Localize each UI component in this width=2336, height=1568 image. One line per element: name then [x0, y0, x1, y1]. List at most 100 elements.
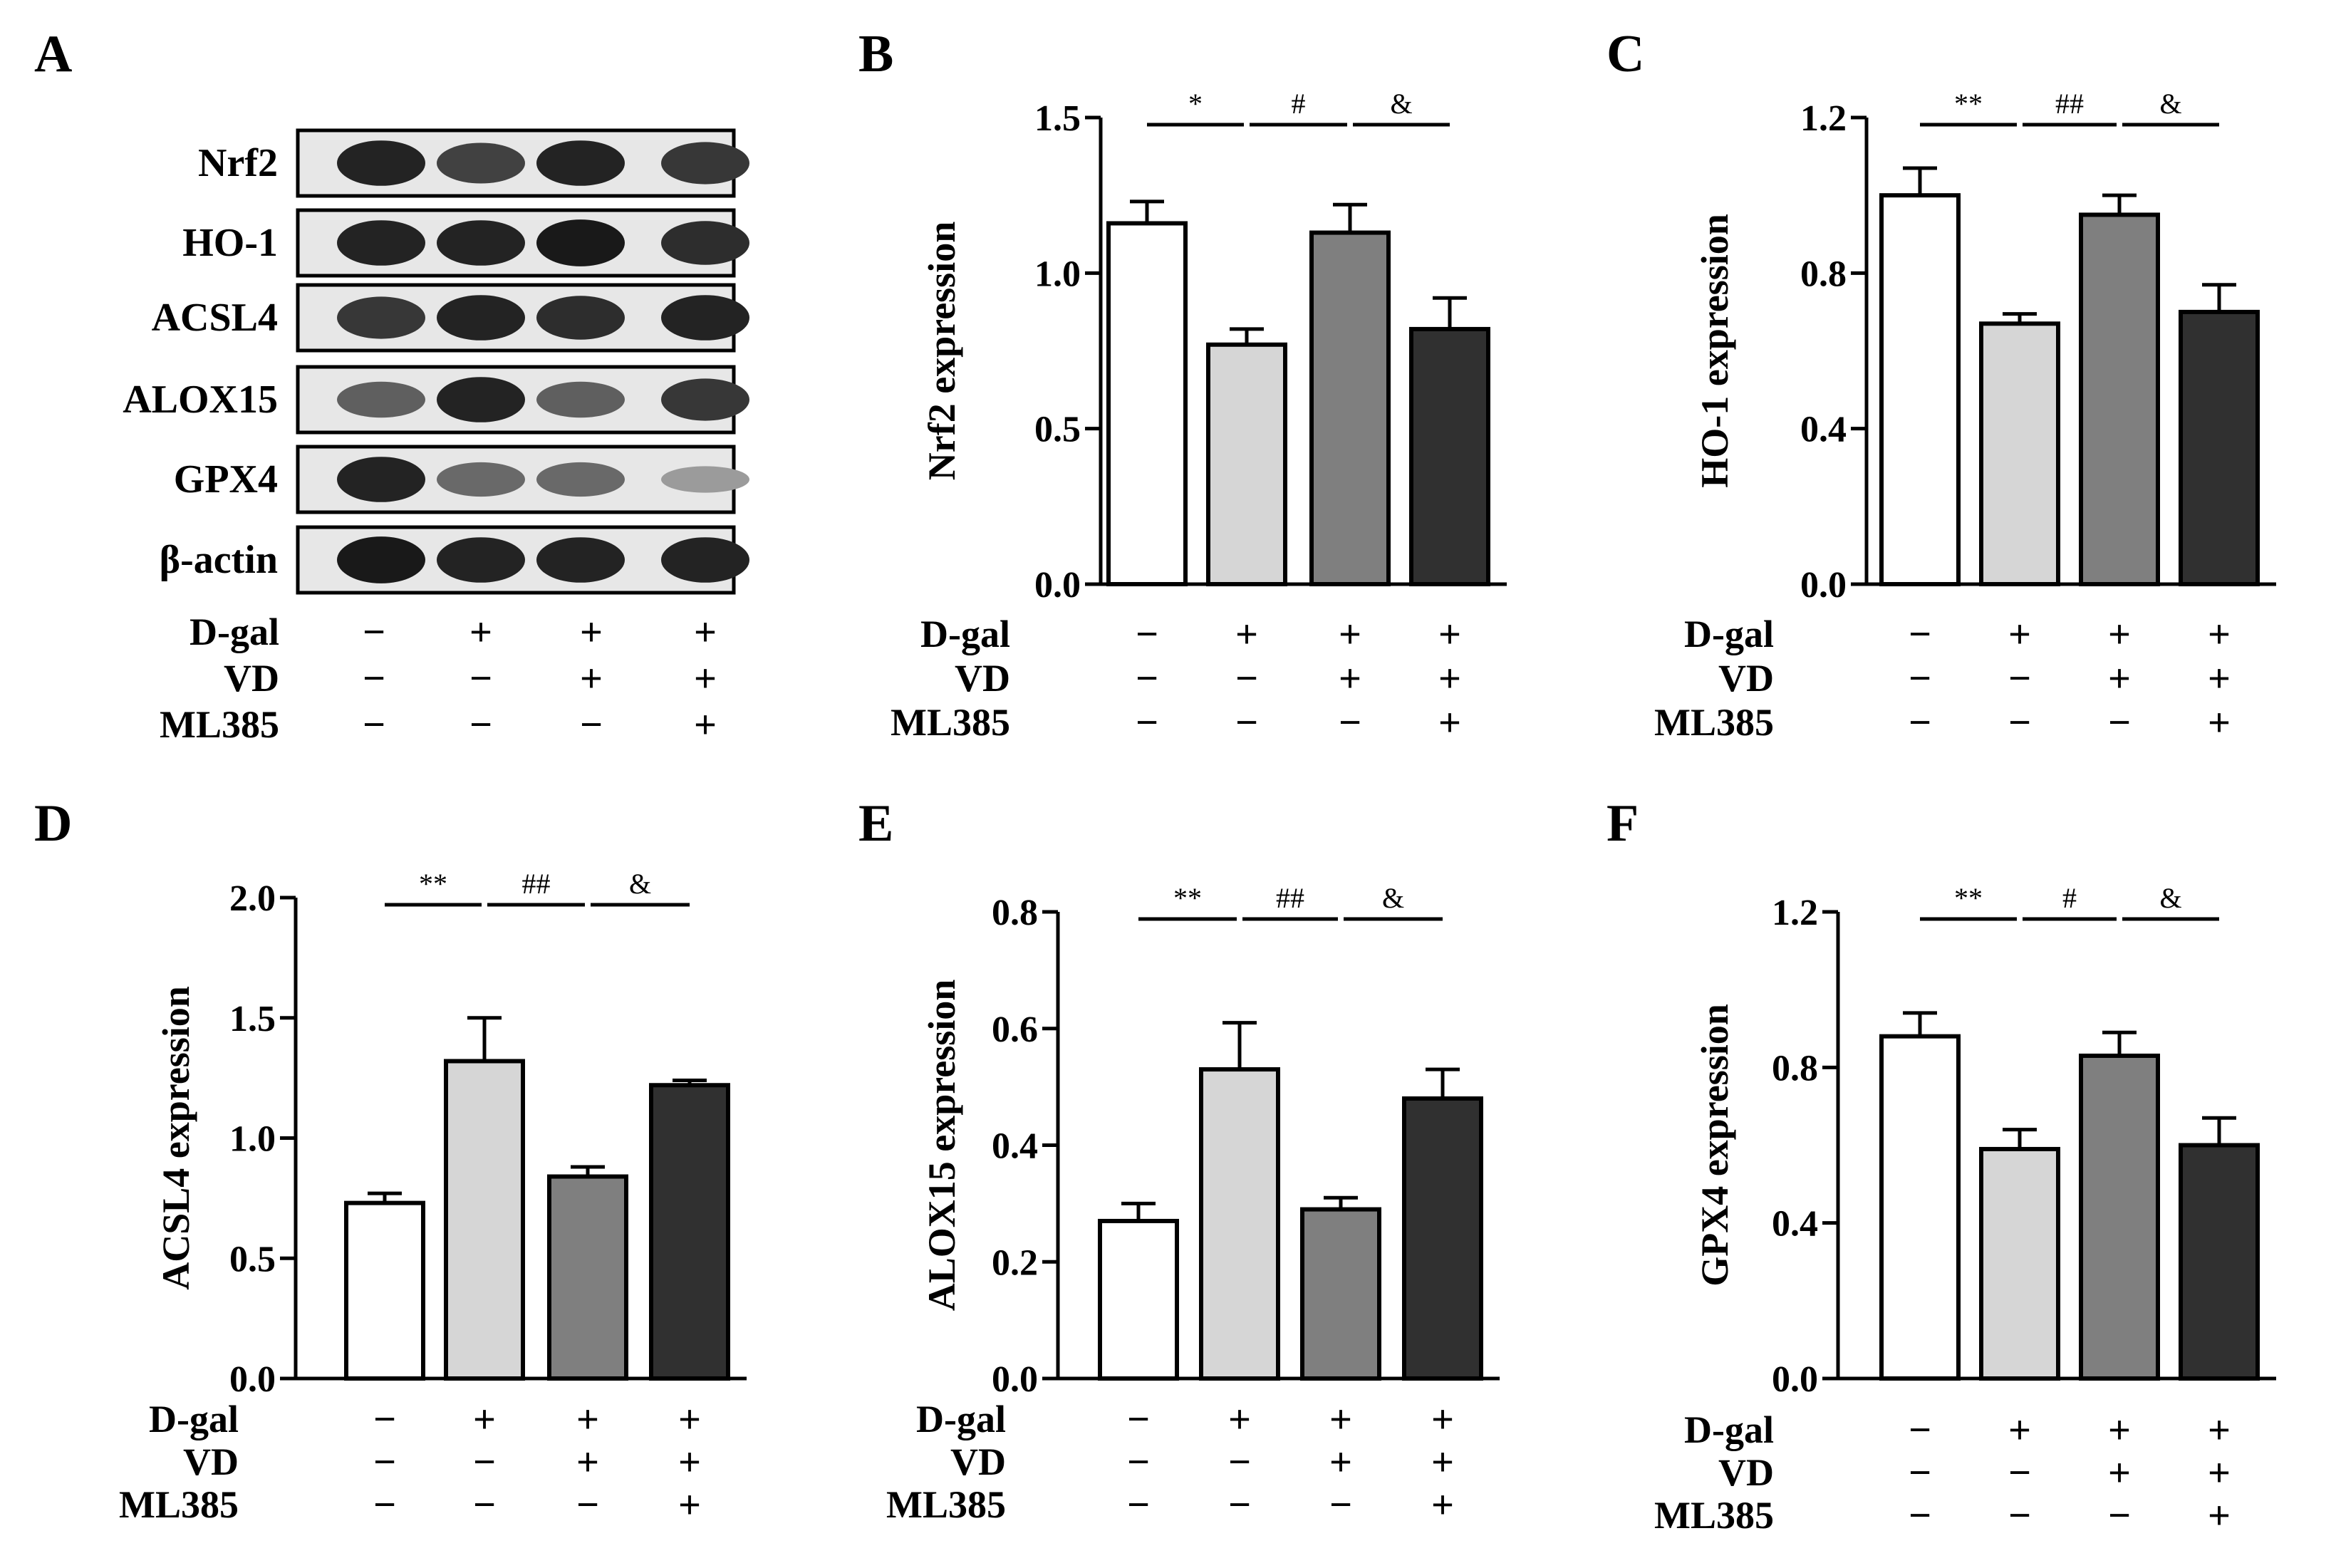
- y-tick-label: 1.2: [1772, 893, 1818, 933]
- condition-label: VD: [955, 657, 1010, 700]
- condition-sign: +: [2208, 1451, 2231, 1494]
- condition-sign: −: [469, 657, 492, 700]
- significance-mark: ##: [2055, 88, 2084, 120]
- condition-sign: −: [1909, 1408, 1931, 1451]
- y-tick-label: 0.2: [992, 1242, 1038, 1283]
- significance-mark: #: [1292, 88, 1306, 120]
- condition-label: VD: [1718, 657, 1774, 700]
- blot-band: [661, 466, 749, 493]
- blot-band: [437, 537, 525, 583]
- significance-mark: **: [1954, 882, 1983, 914]
- blot-band: [337, 536, 425, 583]
- blot-band: [661, 295, 749, 341]
- condition-sign: −: [473, 1440, 496, 1483]
- condition-sign: −: [1235, 657, 1258, 700]
- condition-label: VD: [183, 1440, 239, 1483]
- y-tick-label: 2.0: [229, 878, 276, 919]
- condition-label: D-gal: [149, 1398, 239, 1440]
- blot-label: ALOX15: [123, 378, 278, 422]
- condition-sign: +: [1339, 613, 1361, 655]
- condition-label: VD: [950, 1440, 1006, 1483]
- condition-sign: +: [2108, 1408, 2131, 1451]
- condition-label: D-gal: [1684, 1408, 1774, 1451]
- panel-d: D 0.0 0.5 1.0 1.5 2.0 ACSL4 expression ** ## & D-…: [34, 794, 747, 1526]
- blot-label: HO-1: [182, 221, 278, 265]
- blot-band: [661, 221, 749, 265]
- condition-sign: −: [1909, 1451, 1931, 1494]
- blot-band: [661, 142, 749, 185]
- blot-label: GPX4: [174, 457, 278, 502]
- blot-band: [437, 295, 525, 341]
- panel-letter-d: D: [34, 794, 72, 853]
- bar: [547, 1174, 628, 1381]
- significance-mark: &: [1390, 88, 1412, 120]
- condition-sign: −: [2008, 1451, 2031, 1494]
- condition-sign: +: [1431, 1398, 1454, 1440]
- condition-sign: −: [1127, 1398, 1150, 1440]
- bar: [1402, 1096, 1483, 1381]
- condition-sign: −: [469, 703, 492, 746]
- blot-band: [536, 381, 625, 418]
- significance-mark: **: [1954, 88, 1983, 120]
- condition-sign: −: [363, 611, 385, 653]
- bar: [2079, 1053, 2160, 1381]
- blot-band: [337, 296, 425, 339]
- condition-sign: +: [1438, 613, 1461, 655]
- y-tick-label: 1.0: [229, 1119, 276, 1160]
- significance-mark: &: [1382, 882, 1404, 914]
- blot-band: [536, 219, 625, 266]
- condition-label: D-gal: [916, 1398, 1006, 1440]
- y-tick-label: 0.8: [1800, 254, 1847, 294]
- blot-band: [536, 296, 625, 340]
- condition-sign: −: [2108, 701, 2131, 744]
- condition-sign: +: [2108, 1451, 2131, 1494]
- condition-sign: +: [1438, 657, 1461, 700]
- condition-sign: +: [576, 1440, 599, 1483]
- panel-letter-b: B: [858, 25, 893, 83]
- condition-sign: +: [694, 703, 717, 746]
- condition-sign: +: [1431, 1483, 1454, 1526]
- condition-label: VD: [1718, 1451, 1774, 1494]
- significance-mark: &: [2159, 882, 2181, 914]
- condition-sign: +: [1339, 657, 1361, 700]
- significance-mark: &: [2159, 88, 2181, 120]
- condition-sign: +: [1235, 613, 1258, 655]
- bar: [444, 1059, 525, 1381]
- condition-sign: −: [1909, 1494, 1931, 1537]
- bar: [1879, 193, 1961, 586]
- chart-d: 0.0 0.5 1.0 1.5 2.0 ACSL4 expression ** ## & D-ga…: [119, 868, 747, 1526]
- bar: [1098, 1218, 1179, 1381]
- bar: [649, 1083, 730, 1381]
- significance-mark: ##: [522, 868, 551, 900]
- y-tick-label: 0.4: [1772, 1204, 1818, 1245]
- blot-band: [337, 381, 425, 418]
- condition-sign: −: [2008, 1494, 2031, 1537]
- y-tick-label: 1.0: [1034, 254, 1081, 294]
- condition-sign: +: [2008, 1408, 2031, 1451]
- condition-sign: −: [1235, 701, 1258, 744]
- condition-label: D-gal: [1684, 613, 1774, 655]
- y-axis-label: ACSL4 expression: [155, 986, 197, 1290]
- condition-sign: −: [2008, 701, 2031, 744]
- blot-band: [661, 378, 749, 421]
- blot-label: ACSL4: [152, 296, 278, 340]
- y-axis-label: ALOX15 expression: [920, 980, 963, 1312]
- bar: [1979, 1146, 2060, 1381]
- y-tick-label: 1.2: [1800, 98, 1847, 139]
- panel-letter-c: C: [1606, 25, 1644, 83]
- bar: [1979, 321, 2060, 586]
- condition-label: ML385: [160, 703, 279, 746]
- blot-band: [437, 462, 525, 497]
- panel-letter-a: A: [34, 25, 72, 83]
- condition-sign: +: [678, 1440, 701, 1483]
- condition-sign: −: [1136, 613, 1158, 655]
- y-tick-label: 0.8: [1772, 1048, 1818, 1089]
- condition-sign: −: [1909, 613, 1931, 655]
- y-axis-label: HO-1 expression: [1693, 214, 1736, 488]
- blot-band: [661, 537, 749, 583]
- condition-sign: −: [1228, 1440, 1251, 1483]
- condition-sign: −: [363, 703, 385, 746]
